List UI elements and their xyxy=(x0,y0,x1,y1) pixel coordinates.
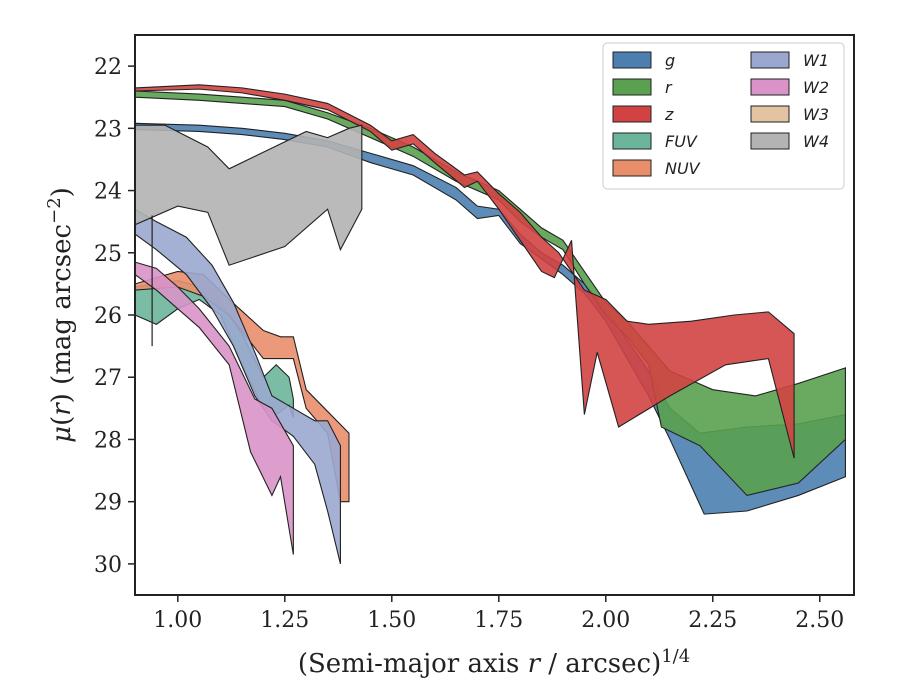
band-w2 xyxy=(135,261,294,555)
legend-label-w3: W3 xyxy=(803,105,829,124)
legend-swatch-r xyxy=(612,78,652,96)
y-tick-label: 24 xyxy=(94,180,122,205)
legend-label-fuv: FUV xyxy=(665,132,698,151)
y-label-mu: μ xyxy=(47,426,77,443)
y-axis-label: μ(r) (mag arcsec−2) xyxy=(44,187,77,443)
y-tick-label: 30 xyxy=(94,553,122,578)
x-axis-label: (Semi-major axis r / arcsec)1/4 xyxy=(298,646,690,679)
band-z xyxy=(135,84,795,459)
y-tick-label: 23 xyxy=(94,117,122,142)
x-label-exp: 1/4 xyxy=(661,646,690,667)
legend-label-z: z xyxy=(664,105,674,124)
legend: grz FUV NUV W1 W2 W3 W4 xyxy=(602,42,845,190)
y-label-close: ) xyxy=(47,393,77,403)
y-tick-label: 28 xyxy=(94,428,122,453)
x-label-var: r xyxy=(528,649,542,679)
y-tick-label: 22 xyxy=(94,55,122,80)
band-w4 xyxy=(135,124,363,266)
y-tick-label: 29 xyxy=(94,491,122,516)
legend-label-w4: W4 xyxy=(803,132,829,151)
legend-swatch-fuv xyxy=(612,132,652,150)
x-tick-label: 1.75 xyxy=(474,608,523,633)
y-tick-label: 25 xyxy=(94,242,122,267)
x-tick-label: 2.50 xyxy=(795,608,844,633)
x-tick-label: 1.00 xyxy=(153,608,202,633)
y-axis: 22 23 24 25 26 27 28 29 30 xyxy=(94,55,135,578)
x-label-prefix: (Semi-major axis xyxy=(298,649,528,679)
legend-swatch-nuv xyxy=(612,159,652,177)
band-w1 xyxy=(135,208,341,565)
legend-swatch-w2 xyxy=(750,78,790,96)
legend-label-r: r xyxy=(665,78,673,97)
legend-label-w1: W1 xyxy=(803,51,829,70)
x-tick-label: 2.25 xyxy=(688,608,737,633)
y-label-unit: (mag arcsec xyxy=(47,224,77,393)
y-label-exp: −2 xyxy=(44,197,65,224)
x-axis: 1.00 1.25 1.50 1.75 2.00 2.25 2.50 xyxy=(153,595,844,633)
legend-swatch-g xyxy=(612,51,652,69)
y-tick-label: 26 xyxy=(94,304,122,329)
x-tick-label: 1.25 xyxy=(260,608,309,633)
legend-swatch-z xyxy=(612,105,652,123)
y-tick-label: 27 xyxy=(94,366,122,391)
legend-swatch-w3 xyxy=(750,105,790,123)
x-tick-label: 2.00 xyxy=(581,608,630,633)
legend-swatch-w4 xyxy=(750,132,790,150)
legend-label-g: g xyxy=(665,51,675,70)
plot-area xyxy=(135,84,846,565)
legend-label-nuv: NUV xyxy=(665,159,701,178)
legend-swatch-w1 xyxy=(750,51,790,69)
x-tick-label: 1.50 xyxy=(367,608,416,633)
y-label-open: ( xyxy=(47,416,77,426)
legend-label-w2: W2 xyxy=(803,78,829,97)
y-label-end: ) xyxy=(47,187,77,197)
x-label-middle: / arcsec) xyxy=(540,649,661,679)
y-label-var: r xyxy=(47,402,77,416)
